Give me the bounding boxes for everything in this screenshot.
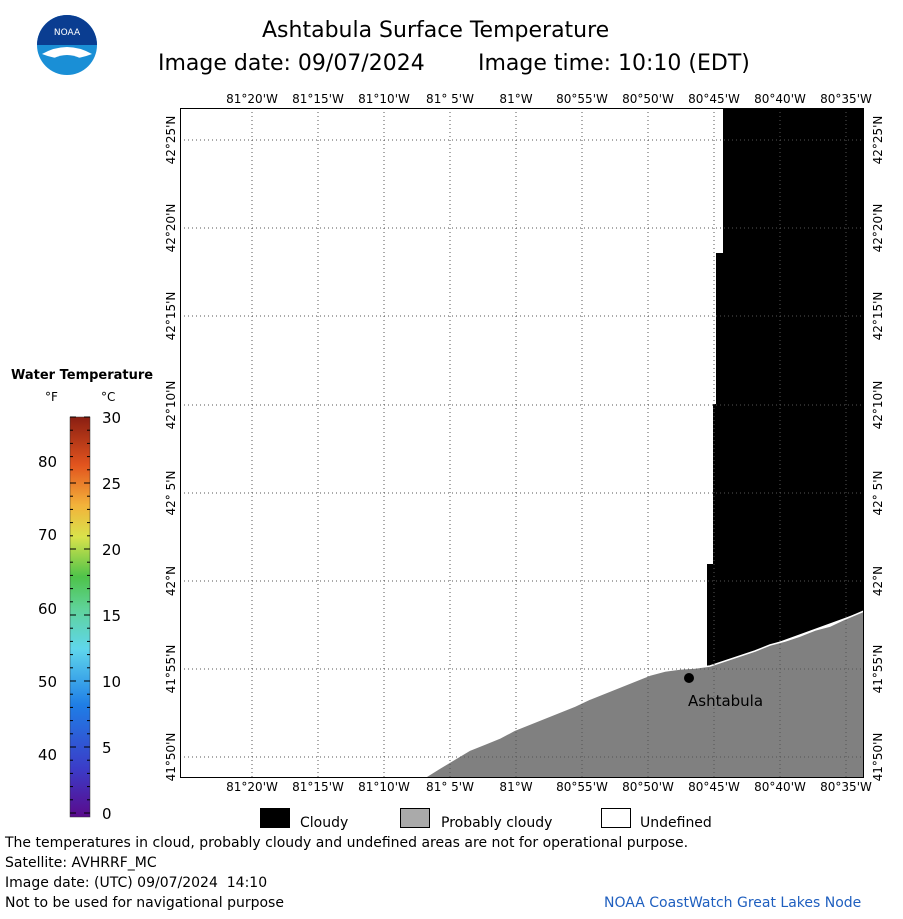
longitude-label: 81°20'W xyxy=(226,92,278,106)
temperature-map: Ashtabula xyxy=(180,108,864,778)
latitude-label: 42° 5'N xyxy=(871,470,885,516)
legend-swatch-probably-cloudy xyxy=(400,808,430,828)
latitude-label: 41°50'N xyxy=(164,732,178,782)
colorbar-tick-f: 70 xyxy=(38,526,58,545)
latitude-label: 41°55'N xyxy=(871,644,885,694)
footer-satellite: Satellite: AVHRRF_MC xyxy=(5,855,157,871)
longitude-label: 81°20'W xyxy=(226,780,278,794)
colorbar-title: Water Temperature xyxy=(11,368,154,383)
longitude-label: 81°15'W xyxy=(292,92,344,106)
longitude-label: 80°40'W xyxy=(754,780,806,794)
place-label-ashtabula: Ashtabula xyxy=(688,692,763,710)
latitude-label: 42°N xyxy=(871,565,885,597)
footer-utc-date: Image date: (UTC) 09/07/2024 14:10 xyxy=(5,875,268,891)
legend-swatch-cloudy xyxy=(260,808,290,828)
logo-text: NOAA xyxy=(54,28,81,38)
longitude-label: 80°35'W xyxy=(820,780,872,794)
colorbar-tick-c: 15 xyxy=(102,607,122,625)
latitude-label: 41°55'N xyxy=(164,644,178,694)
ashtabula-marker xyxy=(684,673,694,683)
temperature-colorbar xyxy=(69,416,91,818)
longitude-label: 81° 5'W xyxy=(426,780,474,794)
colorbar-tick-f: 40 xyxy=(38,746,58,765)
latitude-label: 42°15'N xyxy=(871,291,885,341)
longitude-label: 81°10'W xyxy=(358,780,410,794)
latitude-label: 42°25'N xyxy=(871,115,885,165)
colorbar-tick-c: 20 xyxy=(102,541,122,559)
longitude-label: 81° 5'W xyxy=(426,92,474,106)
latitude-label: 42°10'N xyxy=(164,380,178,430)
footer-note: The temperatures in cloud, probably clou… xyxy=(5,835,689,851)
latitude-label: 42°10'N xyxy=(871,380,885,430)
latitude-label: 42°N xyxy=(164,565,178,597)
longitude-label: 80°35'W xyxy=(820,92,872,106)
image-time: Image time: 10:10 (EDT) xyxy=(478,51,750,76)
longitude-label: 80°40'W xyxy=(754,92,806,106)
colorbar-unit-f: °F xyxy=(45,390,58,404)
colorbar-tick-f: 60 xyxy=(38,599,58,618)
cloudy-area xyxy=(707,108,864,668)
latitude-label: 42°20'N xyxy=(871,203,885,253)
longitude-label: 80°55'W xyxy=(556,92,608,106)
colorbar-tick-c: 25 xyxy=(102,475,122,493)
longitude-label: 80°50'W xyxy=(622,92,674,106)
page-title: Ashtabula Surface Temperature xyxy=(262,18,610,43)
colorbar-tick-c: 30 xyxy=(102,409,122,427)
colorbar-tick-c: 10 xyxy=(102,673,122,691)
footer-credit: NOAA CoastWatch Great Lakes Node xyxy=(604,895,862,911)
colorbar-tick-c: 0 xyxy=(102,805,112,823)
latitude-label: 42°20'N xyxy=(164,203,178,253)
colorbar-tick-f: 80 xyxy=(38,453,58,471)
probably-cloudy-area xyxy=(422,610,864,778)
latitude-label: 42°15'N xyxy=(164,291,178,341)
colorbar-tick-f: 50 xyxy=(38,673,58,691)
longitude-label: 80°50'W xyxy=(622,780,674,794)
legend-label-cloudy: Cloudy xyxy=(300,815,349,831)
latitude-label: 42° 5'N xyxy=(164,470,178,516)
longitude-label: 80°55'W xyxy=(556,780,608,794)
legend-swatch-undefined xyxy=(601,808,631,828)
noaa-logo: NOAA xyxy=(36,14,98,76)
longitude-label: 81°W xyxy=(499,780,533,794)
map-frame xyxy=(180,108,864,778)
longitude-label: 81°15'W xyxy=(292,780,344,794)
colorbar-unit-c: °C xyxy=(101,390,116,404)
longitude-label: 80°45'W xyxy=(688,92,740,106)
colorbar-tick-c: 5 xyxy=(102,739,112,757)
longitude-label: 81°10'W xyxy=(358,92,410,106)
legend-label-probably-cloudy: Probably cloudy xyxy=(441,815,553,831)
image-date: Image date: 09/07/2024 xyxy=(158,51,425,76)
latitude-label: 41°50'N xyxy=(871,732,885,782)
longitude-label: 80°45'W xyxy=(688,780,740,794)
footer-navigation-warning: Not to be used for navigational purpose xyxy=(5,895,284,911)
legend-label-undefined: Undefined xyxy=(640,815,712,831)
latitude-label: 42°25'N xyxy=(164,115,178,165)
longitude-label: 81°W xyxy=(499,92,533,106)
